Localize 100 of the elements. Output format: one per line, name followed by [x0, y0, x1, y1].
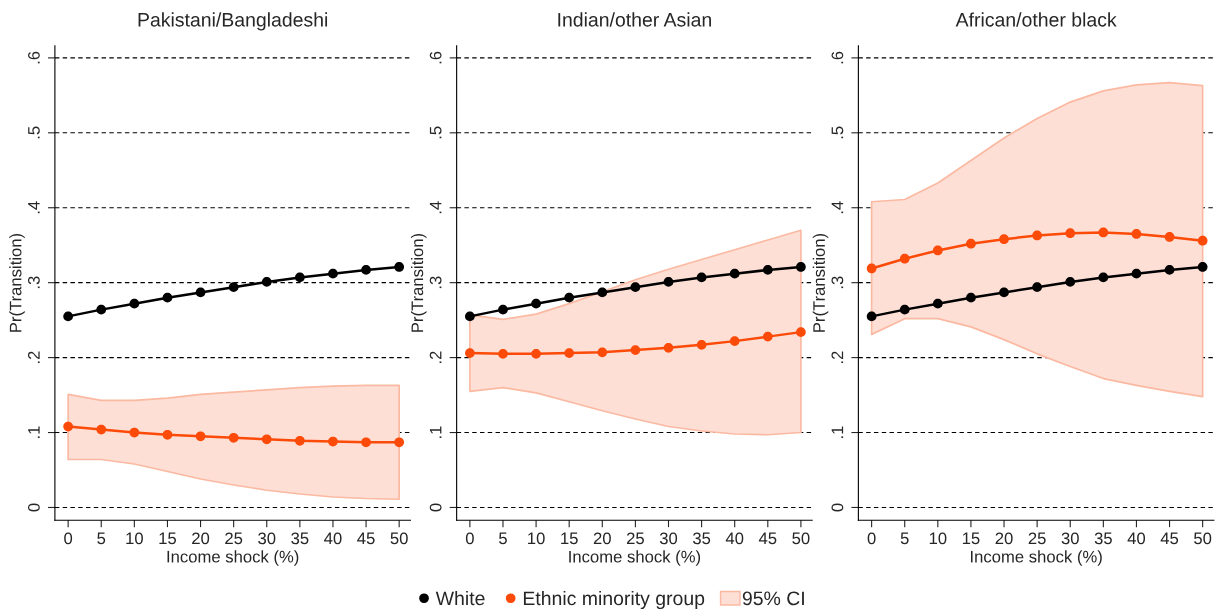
point — [228, 282, 239, 293]
point — [966, 238, 976, 249]
x-tick-label: 10 — [528, 532, 545, 545]
y-tick-label: .6 — [831, 51, 844, 64]
chart-title: Indian/other Asian — [558, 12, 711, 27]
point — [394, 262, 405, 272]
text: 95% CI — [742, 591, 804, 606]
point — [228, 432, 239, 443]
point — [663, 343, 674, 353]
y-tick-label: .6 — [429, 51, 442, 64]
point — [597, 347, 608, 358]
x-tick-label: 10 — [126, 532, 143, 545]
point — [999, 287, 1009, 298]
point — [162, 429, 173, 440]
point — [1032, 282, 1042, 293]
x-tick-label: 45 — [758, 532, 777, 545]
point — [195, 431, 206, 442]
point — [96, 304, 107, 315]
x-tick-label: 25 — [626, 532, 644, 545]
x-tick-label: 20 — [995, 532, 1013, 545]
x-tick-label: 50 — [792, 532, 810, 545]
y-tick-label: .1 — [831, 426, 844, 438]
point — [762, 331, 773, 342]
point — [261, 434, 272, 445]
point — [696, 340, 707, 350]
y-axis-title: Pr(Transition) — [812, 233, 829, 332]
x-tick-label: 35 — [291, 532, 309, 545]
x-tick-label: 40 — [725, 532, 744, 545]
y-tick-label: 0 — [429, 503, 442, 512]
point — [1065, 277, 1076, 287]
x-tick-label: 40 — [324, 532, 342, 545]
legend-label: White — [435, 590, 485, 606]
point — [465, 311, 475, 322]
y-tick-label: .6 — [28, 51, 40, 64]
point — [663, 277, 674, 287]
y-tick-label: .4 — [28, 201, 40, 214]
x-tick-label: 40 — [1127, 532, 1146, 545]
x-tick-label: 25 — [225, 532, 243, 545]
point — [966, 292, 976, 303]
x-tick-label: 30 — [659, 532, 678, 545]
x-tick-label: 20 — [593, 532, 611, 545]
point — [295, 435, 305, 446]
x-tick-label: 0 — [867, 532, 876, 545]
x-axis-title: Income shock (%) — [569, 550, 701, 566]
point — [361, 437, 371, 448]
point — [498, 304, 508, 315]
point — [1164, 232, 1175, 242]
point — [999, 234, 1009, 245]
point — [696, 272, 707, 283]
point — [762, 265, 773, 275]
point — [1131, 268, 1142, 279]
point — [1197, 235, 1208, 246]
point — [498, 349, 508, 359]
y-axis-title: Pr(Transition) — [9, 233, 25, 332]
y-tick-label: .2 — [429, 351, 442, 364]
y-tick-label: .3 — [831, 276, 844, 289]
point — [932, 298, 943, 309]
legend-label: Ethnic minority group — [523, 590, 705, 610]
x-tick-label: 5 — [900, 532, 909, 545]
point — [564, 348, 575, 358]
point — [630, 282, 641, 293]
point — [729, 268, 740, 279]
point — [866, 311, 877, 322]
point — [63, 421, 73, 432]
point — [1098, 272, 1109, 283]
point — [1131, 229, 1142, 239]
x-tick-label: 30 — [258, 532, 276, 545]
point — [630, 345, 641, 355]
point — [1164, 265, 1175, 275]
point — [63, 311, 73, 322]
point — [796, 327, 806, 337]
y-tick-label: 0 — [28, 503, 40, 512]
y-tick-label: .4 — [831, 201, 844, 214]
point — [899, 253, 910, 264]
x-tick-label: 5 — [97, 532, 106, 545]
point — [597, 287, 608, 298]
y-tick-label: .5 — [28, 126, 40, 139]
x-tick-label: 50 — [390, 532, 408, 545]
x-tick-label: 15 — [159, 532, 177, 545]
y-tick-label: 0 — [831, 503, 844, 512]
point — [328, 268, 338, 279]
y-tick-label: .2 — [831, 351, 844, 364]
x-tick-label: 15 — [561, 532, 578, 545]
point — [129, 298, 140, 309]
x-tick-label: 30 — [1061, 532, 1079, 545]
chart-title: Pakistani/Bangladeshi — [138, 12, 328, 31]
y-tick-label: .3 — [429, 276, 442, 289]
y-tick-label: .1 — [28, 426, 40, 438]
point — [899, 304, 910, 315]
point — [261, 277, 272, 287]
y-tick-label: .1 — [429, 426, 442, 438]
y-axis-title: Pr(Transition) — [410, 233, 427, 332]
y-tick-label: .3 — [28, 276, 40, 289]
x-tick-label: 35 — [1094, 532, 1112, 545]
y-tick-label: .5 — [429, 126, 442, 139]
point — [1032, 230, 1042, 241]
point — [295, 272, 305, 283]
point — [1098, 227, 1109, 238]
x-tick-label: 10 — [929, 532, 947, 545]
x-tick-label: 0 — [64, 532, 73, 545]
